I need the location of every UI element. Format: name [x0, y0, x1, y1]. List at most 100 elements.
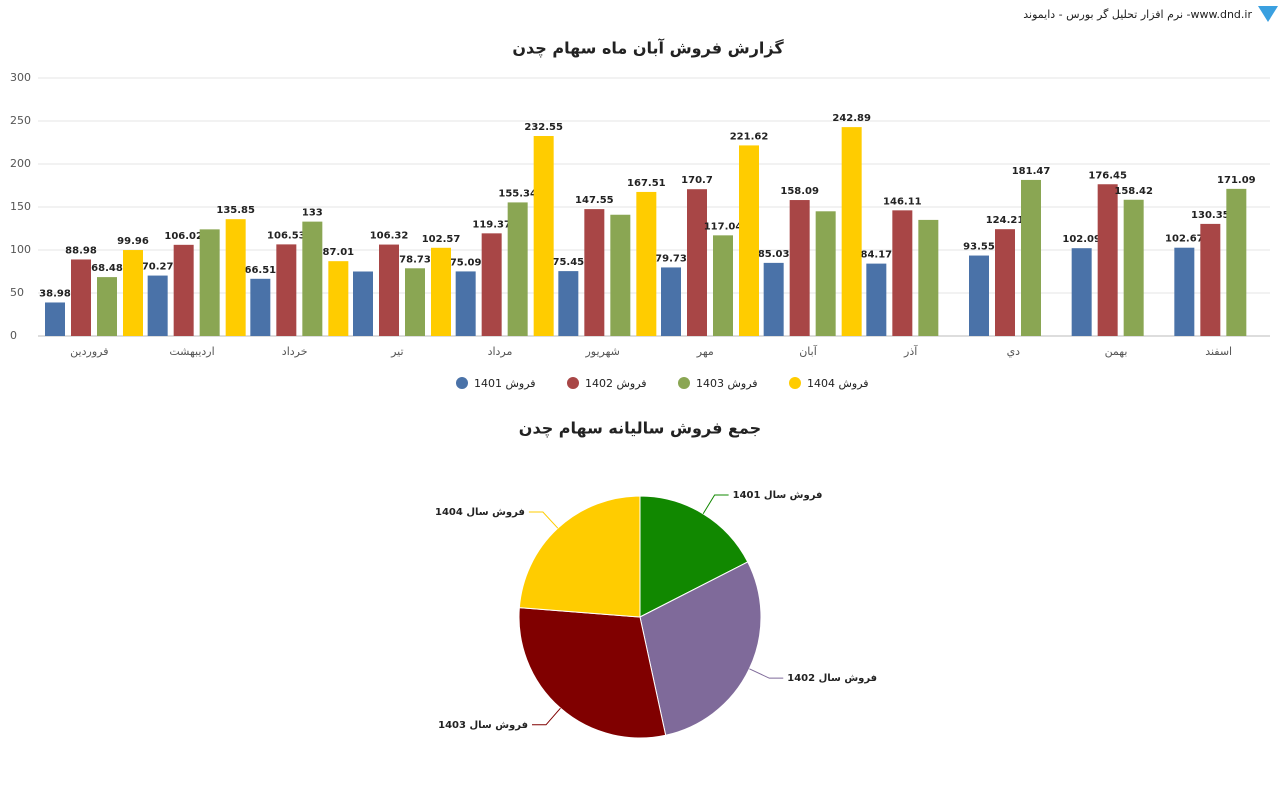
- value-label: 38.98: [39, 288, 71, 299]
- x-tick-label: آبان: [799, 344, 817, 358]
- value-label: 66.51: [245, 265, 277, 276]
- value-label: 85.03: [758, 249, 790, 260]
- x-tick-label: آذر: [903, 344, 918, 358]
- x-tick-label: خرداد: [282, 345, 308, 358]
- leader-line: [528, 511, 559, 529]
- bar: [455, 271, 476, 336]
- value-label: 99.96: [117, 236, 149, 247]
- bar: [533, 136, 554, 336]
- bar: [405, 268, 425, 336]
- value-label: 106.53: [267, 230, 306, 241]
- bar: [302, 221, 323, 336]
- bar: [481, 233, 502, 336]
- bar: [225, 219, 246, 336]
- chart-title: گزارش فروش آبان ماه سهام چدن: [512, 38, 784, 59]
- x-tick-label: دي: [1007, 345, 1021, 358]
- bar: [45, 302, 65, 336]
- y-tick-label: 300: [10, 71, 31, 84]
- bar: [584, 209, 605, 336]
- bar: [507, 202, 528, 336]
- bar: [328, 261, 349, 336]
- leader-line: [532, 707, 561, 726]
- bar: [276, 244, 297, 336]
- pie-slice: [518, 495, 641, 618]
- pie-label: فروش سال 1403: [438, 720, 528, 731]
- value-label: 79.73: [655, 253, 687, 264]
- value-label: 170.7: [681, 175, 713, 186]
- bar: [713, 235, 733, 336]
- y-tick-label: 50: [10, 286, 24, 299]
- value-label: 135.85: [216, 205, 255, 216]
- bar: [892, 210, 913, 336]
- legend-swatch: [678, 377, 690, 389]
- bar: [995, 229, 1015, 336]
- legend-swatch: [789, 377, 801, 389]
- bar: [841, 127, 862, 337]
- bar: [250, 278, 271, 336]
- x-tick-label: بهمن: [1105, 345, 1128, 358]
- bar: [71, 259, 91, 336]
- value-label: 167.51: [627, 178, 666, 189]
- value-label: 133: [302, 208, 323, 219]
- value-label: 130.35: [1191, 210, 1230, 221]
- pie-label: فروش سال 1404: [435, 507, 525, 518]
- value-label: 93.55: [963, 242, 995, 253]
- value-label: 158.42: [1114, 186, 1153, 197]
- value-label: 102.09: [1062, 234, 1101, 245]
- value-label: 84.17: [861, 250, 893, 261]
- bar: [1123, 199, 1144, 336]
- bar: [353, 271, 373, 336]
- legend-label: فروش 1401: [474, 377, 536, 390]
- value-label: 102.67: [1165, 234, 1204, 245]
- legend-swatch: [567, 377, 579, 389]
- value-label: 242.89: [832, 113, 871, 124]
- x-tick-label: اسفند: [1205, 345, 1232, 358]
- bar: [1097, 184, 1118, 336]
- pie-slice: [639, 561, 762, 736]
- legend-label: فروش 1404: [807, 377, 869, 390]
- value-label: 232.55: [524, 122, 563, 133]
- bar: [431, 247, 451, 336]
- value-label: 106.02: [164, 231, 203, 242]
- bar: [636, 191, 657, 336]
- pie-slice: [639, 495, 749, 618]
- bar: [1226, 188, 1247, 336]
- y-tick-label: 150: [10, 200, 31, 213]
- bar: [97, 277, 117, 336]
- y-tick-label: 100: [10, 243, 31, 256]
- legend-swatch: [456, 377, 468, 389]
- value-label: 155.34: [498, 188, 537, 199]
- x-tick-label: فروردین: [70, 345, 108, 358]
- pie-title: جمع فروش سالیانه سهام چدن: [519, 419, 761, 439]
- value-label: 106.32: [370, 231, 409, 242]
- value-label: 147.55: [575, 195, 614, 206]
- value-label: 158.09: [780, 186, 819, 197]
- y-tick-label: 200: [10, 157, 31, 170]
- value-label: 171.09: [1217, 175, 1256, 186]
- bar: [610, 214, 631, 336]
- value-label: 117.04: [704, 221, 743, 232]
- value-label: 181.47: [1012, 166, 1051, 177]
- value-label: 70.27: [142, 262, 174, 273]
- bar: [147, 275, 168, 336]
- bar: [123, 250, 143, 336]
- leader-line: [749, 668, 784, 679]
- x-tick-label: مهر: [696, 345, 714, 358]
- bar: [866, 263, 887, 336]
- value-label: 146.11: [883, 196, 922, 207]
- header-text: نرم افزار تحلیل گر بورس - دایموند -www.d…: [1023, 8, 1252, 21]
- pie-label: فروش سال 1401: [733, 490, 823, 501]
- bar: [687, 189, 707, 336]
- bar: [1071, 248, 1092, 336]
- bar: [918, 219, 939, 336]
- value-label: 176.45: [1088, 170, 1127, 181]
- bar: [199, 229, 220, 336]
- value-label: 78.73: [399, 254, 431, 265]
- value-label: 68.48: [91, 263, 123, 274]
- bar: [173, 244, 194, 336]
- value-label: 75.09: [450, 257, 482, 268]
- x-tick-label: شهریور: [584, 345, 619, 358]
- bar: [661, 267, 681, 336]
- bar: [739, 145, 759, 336]
